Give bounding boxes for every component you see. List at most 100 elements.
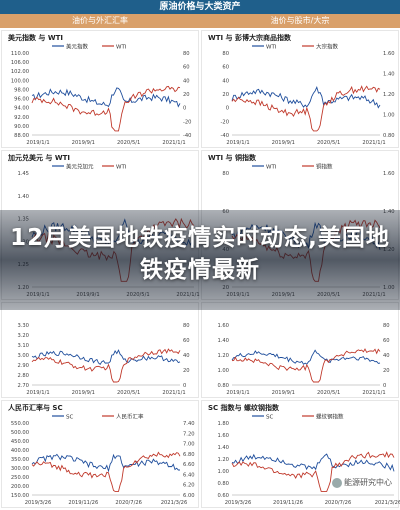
chart-panel-bond-wti: 3.30 3.20 3.10 3.00 2.90 2.80 2.70 80 60 40 20 0 201… (1, 302, 199, 398)
y-tick-label: 1.40 (217, 445, 229, 451)
y-tick-label: 1.80 (217, 421, 229, 427)
legend-label: WTI (266, 45, 277, 51)
watermark-text: 能源研究中心 (344, 478, 392, 487)
x-tick-label: 2019/3/26 (225, 500, 252, 506)
y-tick-label: 1.00 (217, 469, 229, 475)
column-headers: 油价与外汇汇率 油价与股市/大宗 (0, 14, 400, 28)
y-tick-label: 60 (222, 65, 229, 71)
y-tick-label: 2.80 (17, 373, 29, 379)
y-tick-label: 98.00 (14, 87, 29, 93)
legend-label: 人民币汇率 (116, 413, 144, 421)
y-tick-label: 2.90 (17, 363, 29, 369)
y2-tick-label: 80 (383, 323, 390, 329)
overlay-title: 12月美国地铁疫情实时动态,美国地铁疫情最新 (10, 225, 390, 283)
series-line (231, 86, 381, 109)
y-tick-label: 0.80 (217, 481, 229, 487)
chart-svg: 3.30 3.20 3.10 3.00 2.90 2.80 2.70 80 60 40 20 0 201… (17, 323, 190, 396)
y-tick-label: 550.00 (11, 421, 29, 427)
legend-label: SC (266, 415, 273, 421)
y2-tick-label: 7.20 (183, 431, 195, 437)
series-line (31, 451, 181, 492)
column-head-equity: 油价与股市/大宗 (200, 14, 400, 28)
series-line (231, 451, 395, 492)
y2-tick-label: 40 (383, 353, 390, 359)
y-tick-label: 94.00 (14, 106, 29, 112)
y-tick-label: 1.40 (217, 338, 229, 344)
y2-tick-label: 1.60 (383, 171, 395, 177)
y-tick-label: 2.70 (17, 383, 29, 389)
y2-tick-label: 20 (383, 368, 390, 374)
y-tick-label: 0.60 (217, 493, 229, 499)
series-line (31, 87, 181, 108)
chart-title: WTI 与 彭博大宗商品指数 (208, 34, 291, 42)
y2-tick-label: 60 (383, 338, 390, 344)
x-tick-label: 2019/9/1 (272, 390, 295, 396)
chart-svg: SC 人民币汇率 550.00 500.00 450.00 400.00 350.00 300… (11, 413, 195, 507)
y-tick-label: 80 (222, 171, 229, 177)
x-tick-label: 2021/1/1 (362, 140, 385, 146)
chart-panel-index-wti: 1.60 1.40 1.20 1.00 0.80 80 60 40 20 0 2019/1/1 201… (201, 302, 399, 398)
x-tick-label: 2021/3/26 (375, 500, 400, 506)
x-tick-label: 2021/1/1 (162, 140, 185, 146)
y-tick-label: 102.00 (11, 69, 29, 75)
y-tick-label: 96.00 (14, 97, 29, 103)
legend-label: WTI (116, 45, 127, 51)
y-tick-label: 1.00 (217, 368, 229, 374)
y-tick-label: 106.00 (11, 60, 29, 66)
y-tick-label: -20 (221, 119, 229, 125)
y2-tick-label: 20 (183, 92, 190, 98)
series-line (31, 85, 181, 132)
y2-tick-label: 40 (183, 78, 190, 84)
y-tick-label: 250.00 (11, 475, 29, 481)
title-overlay-band (0, 210, 400, 310)
y2-tick-label: 6.00 (183, 493, 195, 499)
y2-tick-label: -20 (183, 119, 191, 125)
wechat-icon (332, 477, 342, 488)
y2-tick-label: 0 (183, 106, 186, 112)
y-tick-label: 500.00 (11, 430, 29, 436)
legend-label: 螺纹钢指数 (316, 413, 344, 421)
y2-tick-label: 60 (183, 65, 190, 71)
chart-panel-wti-commodity: WTI 与 彭博大宗商品指数 WTI 大宗指数 80 60 40 20 0 -20 -40 1.6… (201, 30, 399, 148)
y-tick-label: 300.00 (11, 466, 29, 472)
y2-tick-label: 40 (183, 353, 190, 359)
series-line (31, 453, 180, 473)
y-tick-label: 110.00 (11, 51, 29, 57)
x-tick-label: 2019/9/1 (72, 390, 95, 396)
x-tick-label: 2019/9/1 (272, 140, 295, 146)
chart-svg: 1.60 1.40 1.20 1.00 0.80 80 60 40 20 0 2019/1/1 201… (217, 323, 390, 396)
chart-panel-usd-wti: 美元指数 与 WTI 美元指数 WTI 110.00 106.00 102.00 100.… (1, 30, 199, 148)
report-header: 原油价格与大类资产 (0, 0, 400, 14)
x-tick-label: 2020/5/1 (117, 140, 140, 146)
y-tick-label: 80 (222, 51, 229, 57)
chart-title: WTI 与 铜指数 (208, 154, 256, 162)
y-tick-label: 150.00 (11, 493, 29, 499)
y2-tick-label: 0 (183, 383, 186, 389)
y2-tick-label: -40 (183, 133, 191, 139)
series-line (231, 348, 381, 383)
y-tick-label: 3.00 (17, 353, 29, 359)
legend-label: 美元兑加元 (66, 163, 94, 171)
y2-tick-label: 1.00 (383, 113, 395, 119)
y-tick-label: 350.00 (11, 457, 29, 463)
y-tick-label: 3.30 (17, 323, 29, 329)
legend-label: WTI (266, 165, 277, 171)
y2-tick-label: 6.80 (183, 452, 195, 458)
x-tick-label: 2019/1/1 (226, 140, 249, 146)
x-tick-label: 2020/5/1 (117, 390, 140, 396)
x-tick-label: 2020/5/1 (317, 140, 340, 146)
chart-title: 美元指数 与 WTI (8, 34, 63, 42)
chart-panel-cny-sc: 人民币汇率与 SC SC 人民币汇率 550.00 500.00 450.00 400.0… (1, 400, 199, 508)
column-head-fx: 油价与外汇汇率 (0, 14, 200, 28)
y-tick-label: 1.20 (217, 353, 229, 359)
x-tick-label: 2021/1/1 (362, 390, 385, 396)
series-line (231, 349, 381, 365)
x-tick-label: 2019/1/1 (26, 140, 49, 146)
x-tick-label: 2019/11/26 (273, 500, 303, 506)
y-tick-label: 1.60 (217, 323, 229, 329)
y-tick-label: 0 (226, 106, 229, 112)
chart-svg: 美元指数 WTI 110.00 106.00 102.00 100.00 98.00 96.0… (11, 43, 192, 147)
y2-tick-label: 80 (183, 51, 190, 57)
x-tick-label: 2020/5/1 (317, 390, 340, 396)
chart-title: 人民币汇率与 SC (8, 404, 63, 412)
